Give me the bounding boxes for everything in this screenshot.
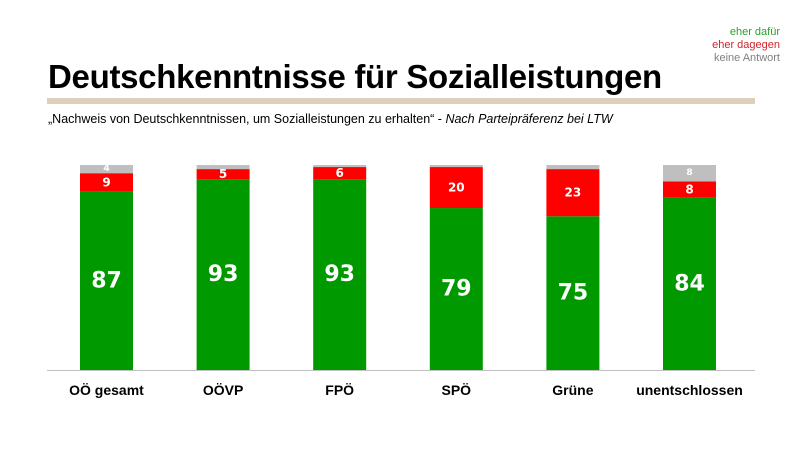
- category-label-oövp: OÖVP: [203, 382, 243, 398]
- bars-group: 87 94 93 5 93 6 79 20 75 23 84 8 8: [80, 164, 716, 370]
- value-label-keine-antwort-unentschlossen: 8: [686, 168, 692, 178]
- category-label-oö-gesamt: OÖ gesamt: [69, 382, 144, 398]
- bar-keine-antwort-unentschlossen: [663, 165, 716, 182]
- page-title: Deutschkenntnisse für Sozialleistungen: [48, 58, 662, 95]
- bar-eher-dafür-unentschlossen: [663, 197, 716, 370]
- bar-keine-antwort-fpö: [313, 165, 367, 168]
- value-label-eher-dafür-oövp: 93: [208, 262, 239, 287]
- bar-eher-dafür-oövp: [196, 179, 250, 370]
- bar-eher-dafür-grüne: [546, 216, 600, 370]
- category-label-spö: SPÖ: [442, 382, 472, 398]
- value-label-eher-dagegen-grüne: 23: [565, 186, 582, 200]
- bar-eher-dafür-fpö: [313, 179, 367, 370]
- bar-eher-dafür-spö: [429, 208, 483, 370]
- value-label-eher-dagegen-spö: 20: [448, 181, 465, 195]
- bar-eher-dagegen-oö-gesamt: [80, 173, 133, 192]
- value-label-eher-dafür-grüne: 75: [558, 281, 589, 306]
- bar-eher-dagegen-oövp: [196, 169, 250, 180]
- legend: eher dafür eher dagegen keine Antwort: [712, 26, 780, 65]
- value-label-eher-dafür-oö-gesamt: 87: [91, 268, 122, 293]
- legend-item-eher-dagegen: eher dagegen: [712, 39, 780, 51]
- bar-eher-dagegen-grüne: [546, 169, 600, 217]
- legend-item-keine-antwort: keine Antwort: [713, 52, 780, 64]
- value-label-eher-dafür-unentschlossen: 84: [674, 271, 705, 296]
- value-label-eher-dafür-spö: 79: [441, 277, 472, 302]
- subtitle-quote: „Nachweis von Deutschkenntnissen, um Soz…: [48, 112, 446, 126]
- bar-keine-antwort-grüne: [546, 165, 600, 170]
- category-label-grüne: Grüne: [552, 382, 593, 398]
- value-label-eher-dagegen-fpö: 6: [336, 166, 344, 180]
- bar-keine-antwort-spö: [429, 165, 483, 168]
- category-label-fpö: FPÖ: [325, 382, 354, 398]
- subtitle-note: Nach Parteipräferenz bei LTW: [445, 112, 613, 126]
- bar-keine-antwort-oövp: [196, 165, 250, 170]
- value-label-keine-antwort-oö-gesamt: 4: [103, 164, 109, 174]
- bar-eher-dagegen-unentschlossen: [663, 181, 716, 198]
- value-label-eher-dagegen-oövp: 5: [219, 167, 227, 181]
- bar-keine-antwort-oö-gesamt: [80, 165, 133, 174]
- bar-eher-dagegen-spö: [429, 167, 483, 209]
- legend-item-eher-dafuer: eher dafür: [729, 26, 780, 38]
- bar-eher-dafür-oö-gesamt: [80, 191, 133, 370]
- category-labels: OÖ gesamt OÖVP FPÖ SPÖ Grüne unentschlossen: [69, 382, 743, 398]
- value-label-eher-dagegen-unentschlossen: 8: [685, 183, 693, 197]
- value-label-eher-dafür-fpö: 93: [324, 262, 355, 287]
- subtitle: „Nachweis von Deutschkenntnissen, um Soz…: [48, 112, 613, 126]
- bar-eher-dagegen-fpö: [313, 167, 367, 180]
- title-divider: [47, 98, 755, 104]
- category-label-unentschlossen: unentschlossen: [636, 382, 743, 398]
- value-label-eher-dagegen-oö-gesamt: 9: [102, 175, 110, 189]
